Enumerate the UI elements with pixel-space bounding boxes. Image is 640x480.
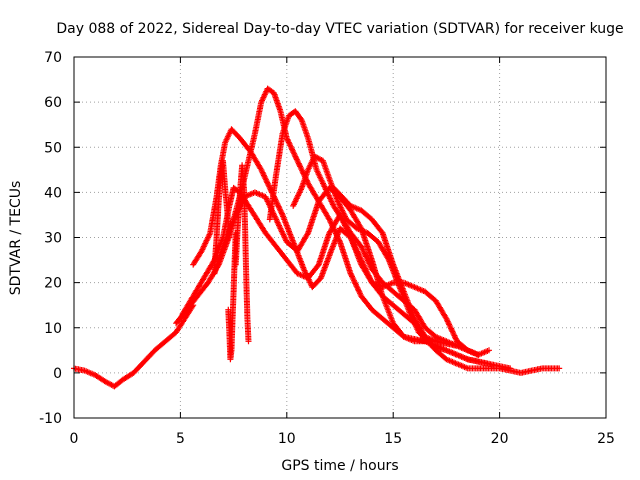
series-markers <box>211 157 233 273</box>
x-tick-label: 5 <box>176 431 185 447</box>
x-tick-label: 20 <box>491 431 509 447</box>
y-axis-label: SDTVAR / TECUs <box>8 181 24 296</box>
series-layer <box>71 85 563 390</box>
series-markers <box>266 108 482 358</box>
y-tick-label: 60 <box>44 95 62 111</box>
chart-title: Day 088 of 2022, Sidereal Day-to-day VTE… <box>56 21 623 37</box>
y-tick-label: 20 <box>44 276 62 292</box>
series-pass-7 <box>330 184 563 376</box>
series-markers <box>232 162 252 345</box>
y-tick-label: 10 <box>44 321 62 337</box>
series-spike-a <box>211 157 233 273</box>
y-tick-label: -10 <box>39 411 62 427</box>
x-tick-label: 15 <box>384 431 402 447</box>
series-spike-c <box>232 162 252 345</box>
series-pass-5 <box>266 108 482 358</box>
x-axis-label: GPS time / hours <box>281 458 398 474</box>
x-tick-label: 0 <box>70 431 79 447</box>
tick-labels: 0 5 10 15 20 25 -10 0 10 20 30 40 50 60 70 <box>39 50 615 447</box>
y-tick-label: 40 <box>44 185 62 201</box>
x-tick-label: 25 <box>597 431 615 447</box>
y-tick-label: 70 <box>44 50 62 66</box>
y-tick-label: 0 <box>53 366 62 382</box>
y-tick-label: 50 <box>44 140 62 156</box>
plot-frame <box>73 56 607 419</box>
series-markers <box>330 184 563 376</box>
x-tick-label: 10 <box>278 431 296 447</box>
y-tick-label: 30 <box>44 231 62 247</box>
